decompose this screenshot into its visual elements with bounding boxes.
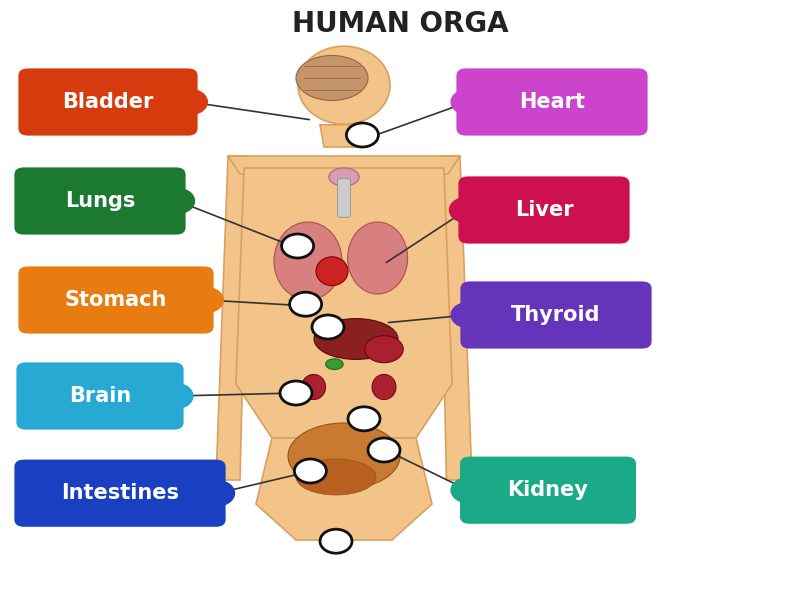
Circle shape [189,287,224,313]
Text: Stomach: Stomach [65,290,167,310]
Ellipse shape [288,423,400,489]
Ellipse shape [274,222,342,300]
Text: Thyroid: Thyroid [511,305,601,325]
FancyBboxPatch shape [338,179,350,217]
Text: HUMAN ORGA: HUMAN ORGA [292,10,508,38]
Circle shape [348,407,380,431]
Ellipse shape [316,257,348,286]
FancyBboxPatch shape [456,68,647,136]
Polygon shape [256,438,432,540]
Polygon shape [228,156,460,174]
Polygon shape [236,168,452,462]
FancyBboxPatch shape [17,362,184,430]
Circle shape [158,383,194,409]
FancyBboxPatch shape [14,460,226,527]
Circle shape [368,438,400,462]
Circle shape [450,477,486,503]
Text: Brain: Brain [69,386,131,406]
Circle shape [200,480,235,506]
Polygon shape [216,156,248,480]
Ellipse shape [329,168,359,186]
Polygon shape [320,125,368,147]
FancyBboxPatch shape [458,176,630,244]
FancyBboxPatch shape [460,457,636,524]
FancyBboxPatch shape [18,68,198,136]
FancyBboxPatch shape [18,266,214,334]
Ellipse shape [302,374,326,400]
Ellipse shape [298,46,390,124]
Circle shape [346,123,378,147]
Circle shape [450,302,486,328]
FancyBboxPatch shape [460,281,651,349]
Circle shape [280,381,312,405]
Circle shape [450,89,486,115]
Ellipse shape [365,336,403,362]
Circle shape [312,315,344,339]
Circle shape [160,188,195,214]
Circle shape [290,292,322,316]
FancyBboxPatch shape [14,167,186,235]
Text: Lungs: Lungs [65,191,135,211]
Ellipse shape [296,459,376,495]
Ellipse shape [326,359,343,370]
Ellipse shape [296,55,368,100]
Ellipse shape [372,374,396,400]
Text: Liver: Liver [514,200,574,220]
Ellipse shape [314,319,398,359]
Polygon shape [440,156,472,480]
Circle shape [449,197,484,223]
Text: Kidney: Kidney [507,480,589,500]
Circle shape [320,529,352,553]
Circle shape [294,459,326,483]
Text: Heart: Heart [519,92,585,112]
Ellipse shape [347,222,407,294]
Text: Intestines: Intestines [61,483,179,503]
Circle shape [282,234,314,258]
Circle shape [173,89,208,115]
Text: Bladder: Bladder [62,92,154,112]
